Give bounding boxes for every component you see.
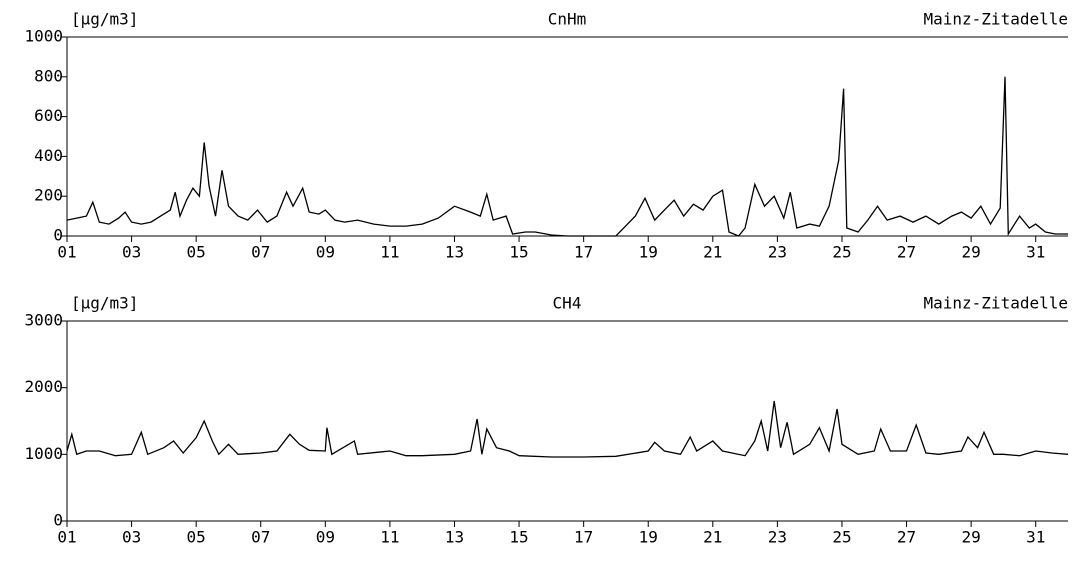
x-tick-label: 27	[897, 528, 916, 547]
y-tick-label: 600	[34, 106, 63, 125]
chart-title: CH4	[553, 294, 582, 313]
station-label: Mainz-Zitadelle	[924, 294, 1069, 313]
x-tick-label: 17	[574, 243, 593, 262]
x-tick-label: 31	[1026, 528, 1045, 547]
x-tick-label: 17	[574, 528, 593, 547]
x-tick-label: 19	[639, 243, 658, 262]
x-tick-label: 01	[57, 528, 76, 547]
x-tick-label: 05	[187, 528, 206, 547]
x-tick-label: 21	[703, 243, 722, 262]
x-tick-label: 01	[57, 243, 76, 262]
x-tick-label: 07	[251, 528, 270, 547]
x-tick-label: 11	[380, 528, 399, 547]
y-tick-label: 0	[53, 226, 63, 245]
y-tick-label: 1000	[24, 444, 63, 463]
x-tick-label: 25	[832, 243, 851, 262]
data-line	[66, 76, 1068, 237]
x-tick-label: 29	[961, 243, 980, 262]
y-unit-label: [µg/m3]	[71, 294, 138, 313]
x-tick-label: 13	[445, 243, 464, 262]
y-tick-label: 200	[34, 186, 63, 205]
data-line	[66, 400, 1069, 458]
x-tick-label: 13	[445, 528, 464, 547]
x-tick-label: 11	[380, 243, 399, 262]
x-tick-label: 09	[316, 528, 335, 547]
y-tick-label: 0	[53, 511, 63, 530]
x-tick-label: 07	[251, 243, 270, 262]
x-tick-label: 23	[768, 528, 787, 547]
x-tick-label: 31	[1026, 243, 1045, 262]
chart-title: CnHm	[548, 10, 587, 29]
x-tick-label: 27	[897, 243, 916, 262]
y-unit-label: [µg/m3]	[71, 10, 138, 29]
x-tick-label: 15	[509, 243, 528, 262]
x-tick-label: 25	[832, 528, 851, 547]
y-tick-label: 400	[34, 146, 63, 165]
x-tick-label: 15	[509, 528, 528, 547]
y-tick-label: 2000	[24, 377, 63, 396]
x-tick-label: 19	[639, 528, 658, 547]
x-tick-label: 23	[768, 243, 787, 262]
x-tick-label: 05	[187, 243, 206, 262]
x-tick-label: 09	[316, 243, 335, 262]
x-tick-label: 29	[961, 528, 980, 547]
y-tick-label: 3000	[24, 311, 63, 330]
y-tick-label: 1000	[24, 27, 63, 46]
x-tick-label: 03	[122, 243, 141, 262]
y-tick-label: 800	[34, 66, 63, 85]
x-tick-label: 21	[703, 528, 722, 547]
station-label: Mainz-Zitadelle	[924, 10, 1069, 29]
x-tick-label: 03	[122, 528, 141, 547]
